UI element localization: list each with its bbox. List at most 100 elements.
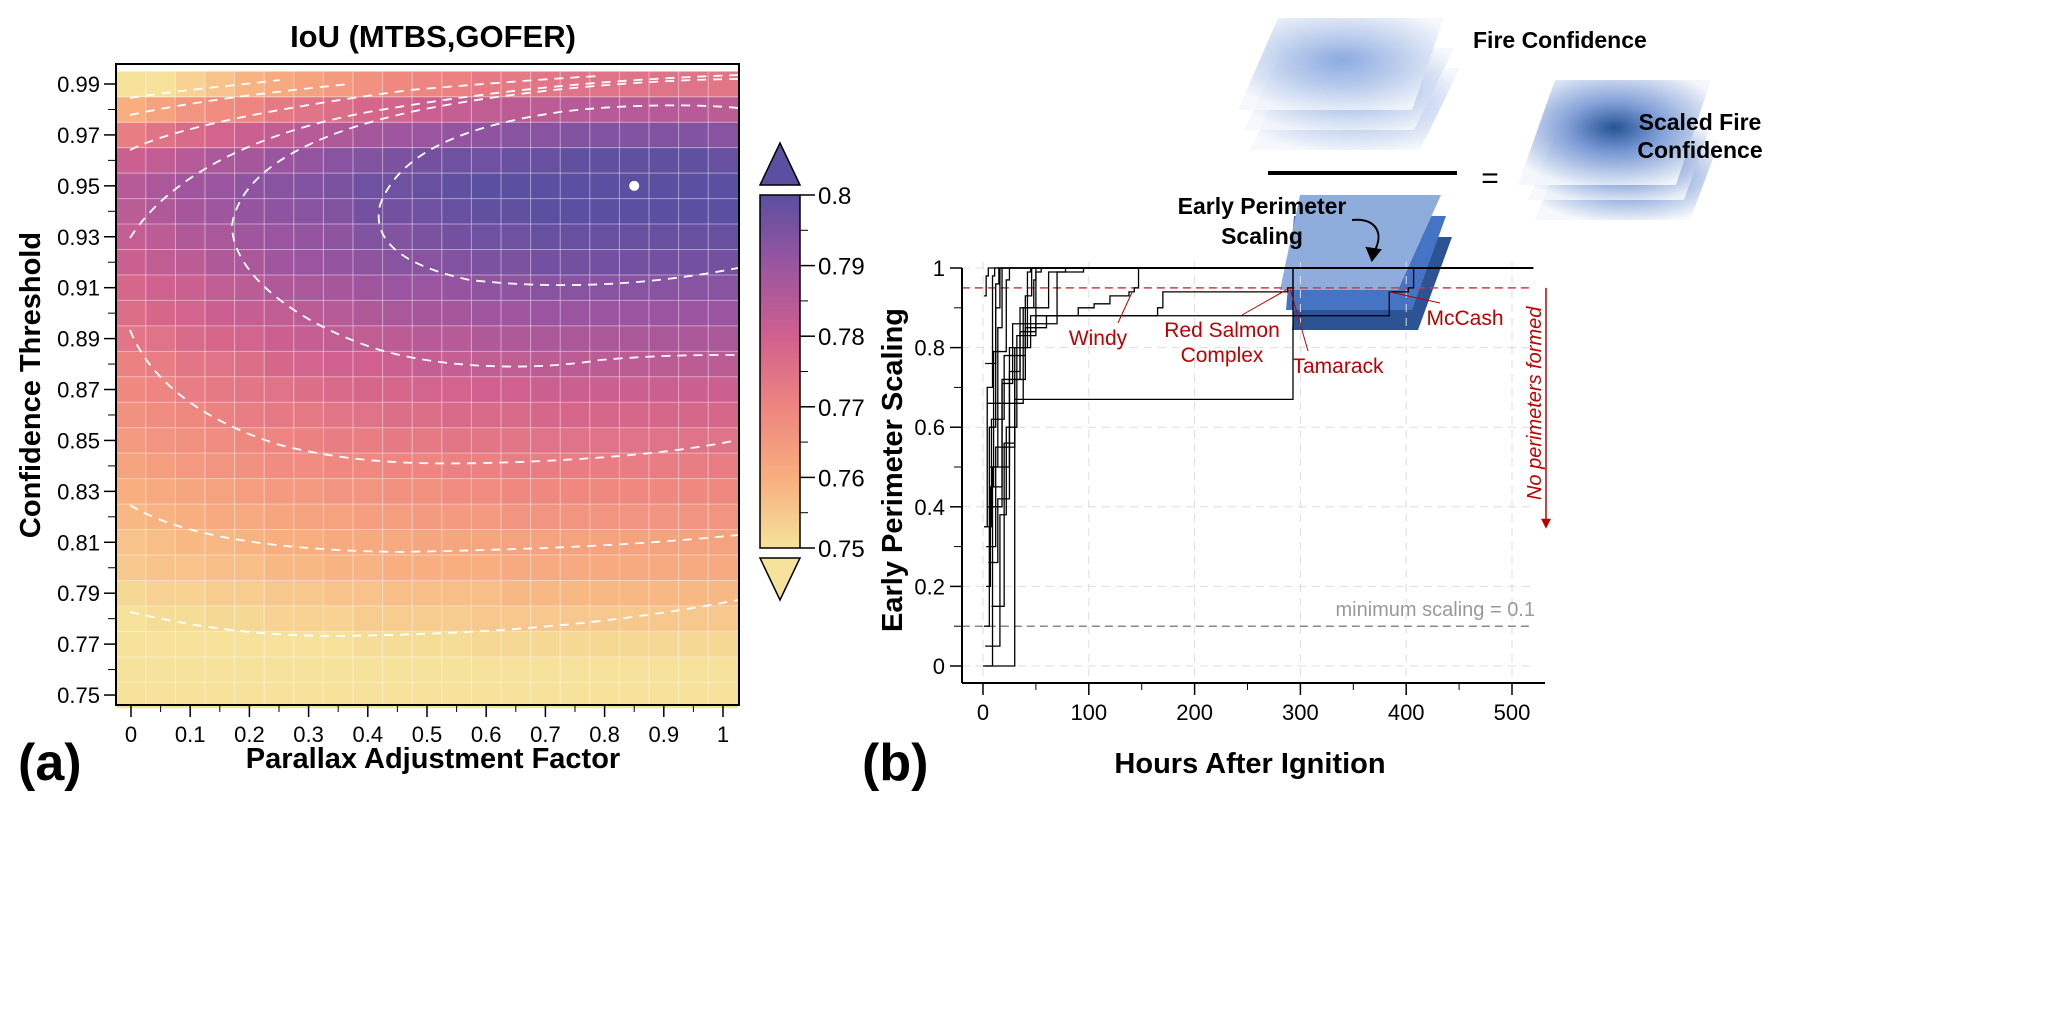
equals-sign: = [1481,162,1499,195]
heatmap-cell [589,402,620,429]
y-tick-label: 0.85 [57,428,100,453]
line-y-axis-label: Early Perimeter Scaling [877,308,909,632]
heatmap-cell [293,555,324,581]
heatmap-cell [353,96,384,123]
heatmap-cell [264,478,295,505]
y-tick-label: 0.91 [57,276,100,301]
heatmap-cell [145,402,176,429]
heatmap-cell [708,325,739,352]
heatmap-cell [145,631,176,658]
heatmap-cell [382,656,413,683]
heatmap-cell [382,351,413,378]
heatmap-cell [293,96,324,123]
heatmap-cell [678,529,709,556]
heatmap-cell [589,555,620,581]
heatmap-cell [471,325,502,352]
heatmap-cell [293,376,324,403]
heatmap-cell [530,580,561,607]
heatmap-cell [560,631,591,658]
heatmap-cell [116,478,147,505]
heatmap-cell [145,351,176,378]
heatmap-cell [353,173,384,200]
annotation-leader-line [1241,287,1291,316]
y-tick-label: 0.2 [914,574,945,599]
heatmap-cell [205,71,236,98]
heatmap-cell [293,453,324,480]
heatmap-cell [560,249,591,276]
heatmap-cell [145,300,176,327]
heatmap-cell [501,249,532,276]
heatmap-cell [412,122,443,149]
heatmap-cells [116,71,739,709]
heatmap-cell [412,71,443,98]
heatmap-cell [205,631,236,658]
curved-arrow-icon [1351,218,1382,262]
heatmap-cell [560,402,591,429]
heatmap-cell [205,122,236,149]
heatmap-cell [323,529,354,556]
heatmap-cell [708,478,739,505]
heatmap-cell [589,96,620,123]
heatmap-cell [589,173,620,200]
heatmap-cell [649,555,680,581]
heatmap-cell [619,325,650,352]
x-tick-label: 0.4 [353,722,384,747]
heatmap-cell [708,504,739,531]
heatmap-x-axis-label: Parallax Adjustment Factor [246,743,620,775]
heatmap-cell [205,224,236,250]
heatmap-cell [441,122,472,149]
heatmap-cell [708,427,739,454]
heatmap-cell [501,656,532,683]
heatmap-cell [619,147,650,174]
colorbar-tick-label: 0.8 [818,183,851,210]
heatmap-cell [205,453,236,480]
annotation-label-mccash: McCash [1426,307,1503,330]
heatmap-cell [530,96,561,123]
x-tick-label: 0.2 [234,722,265,747]
heatmap-cell [264,351,295,378]
heatmap-cell [234,173,265,200]
heatmap-cell [501,274,532,301]
heatmap-cell [678,376,709,403]
heatmap-cell [116,300,147,327]
x-tick-label: 0 [977,700,989,725]
heatmap-cell [501,682,532,709]
heatmap-cell [471,504,502,531]
heatmap-cell [382,122,413,149]
heatmap-cell [382,173,413,200]
heatmap-cell [678,71,709,98]
heatmap-cell [501,631,532,658]
heatmap-cell [116,656,147,683]
heatmap-cell [649,173,680,200]
heatmap-cell [205,300,236,327]
heatmap-cell [293,249,324,276]
heatmap-cell [323,71,354,98]
heatmap-cell [412,224,443,250]
heatmap-cell [412,198,443,225]
heatmap-cell [412,300,443,327]
heatmap-cell [441,147,472,174]
heatmap-cell [382,682,413,709]
contour-0.76-lower [129,504,739,553]
heatmap-cell [323,504,354,531]
heatmap-cell [678,96,709,123]
heatmap-cell [471,96,502,123]
y-tick-label: 0.6 [914,415,945,440]
heatmap-cell [353,300,384,327]
heatmap-cell [441,605,472,632]
fire-annotations: Windy Red Salmon Complex Tamarack McCash [1069,287,1504,378]
heatmap-cell [293,147,324,174]
heatmap-cell [293,224,324,250]
heatmap-cell [175,529,206,556]
heatmap-cell [353,71,384,98]
annotation-leader-line [1389,291,1441,304]
heatmap-cell [116,605,147,632]
heatmap-cell [264,173,295,200]
heatmap-cell [234,402,265,429]
heatmap-cell [353,605,384,632]
heatmap-cell [293,300,324,327]
heatmap-cell [382,249,413,276]
heatmap-cell [205,376,236,403]
heatmap-cell [382,198,413,225]
series-line [987,267,1534,404]
